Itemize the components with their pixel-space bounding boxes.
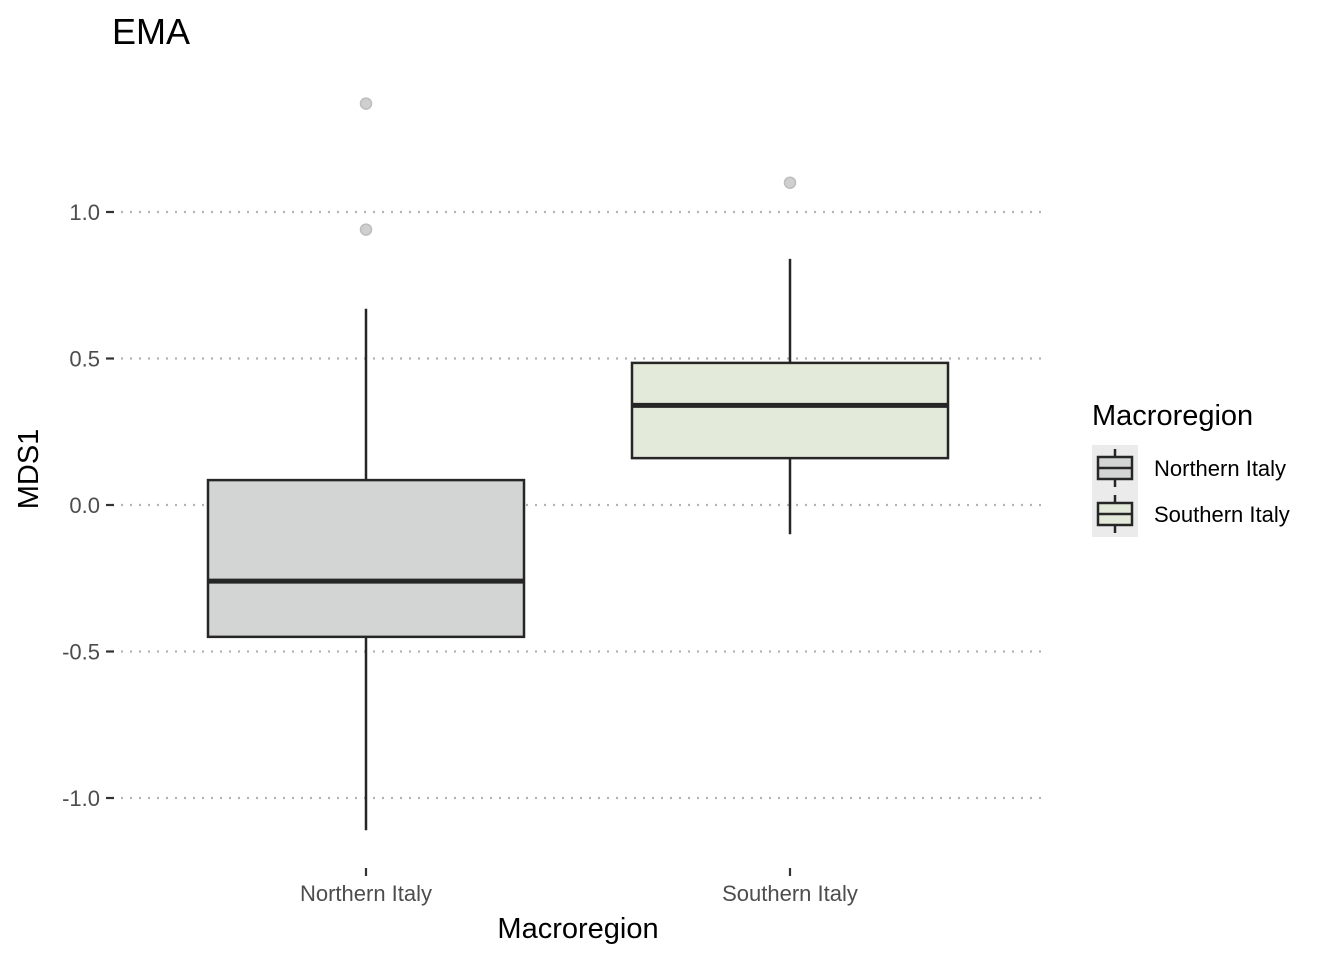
x-axis-ticks: Northern Italy Southern Italy xyxy=(300,868,858,906)
x-axis-title: Macroregion xyxy=(497,913,658,945)
legend-title: Macroregion xyxy=(1092,400,1253,432)
legend-label: Northern Italy xyxy=(1154,456,1286,481)
box-body xyxy=(206,478,526,639)
chart-title: EMA xyxy=(112,11,190,52)
outlier-point xyxy=(783,176,797,189)
legend-label: Southern Italy xyxy=(1154,502,1290,527)
y-tick-label: 1.0 xyxy=(69,200,100,225)
y-tick-label: 0.0 xyxy=(69,493,100,518)
x-tick-label: Southern Italy xyxy=(722,881,858,906)
y-axis-ticks: 1.0 0.5 0.0 -0.5 -1.0 xyxy=(62,200,114,811)
legend: Macroregion Northern Italy Southern Italy xyxy=(1092,400,1290,537)
y-tick-label: 0.5 xyxy=(69,347,100,372)
y-axis-title: MDS1 xyxy=(13,429,45,510)
boxes xyxy=(206,97,950,831)
box-body xyxy=(630,361,950,460)
box-southern-italy xyxy=(630,176,950,535)
y-tick-label: -0.5 xyxy=(62,640,100,665)
box-northern-italy xyxy=(206,97,526,831)
outlier-point xyxy=(359,223,373,236)
x-tick-label: Northern Italy xyxy=(300,881,432,906)
outlier-point xyxy=(359,97,373,110)
y-tick-label: -1.0 xyxy=(62,786,100,811)
